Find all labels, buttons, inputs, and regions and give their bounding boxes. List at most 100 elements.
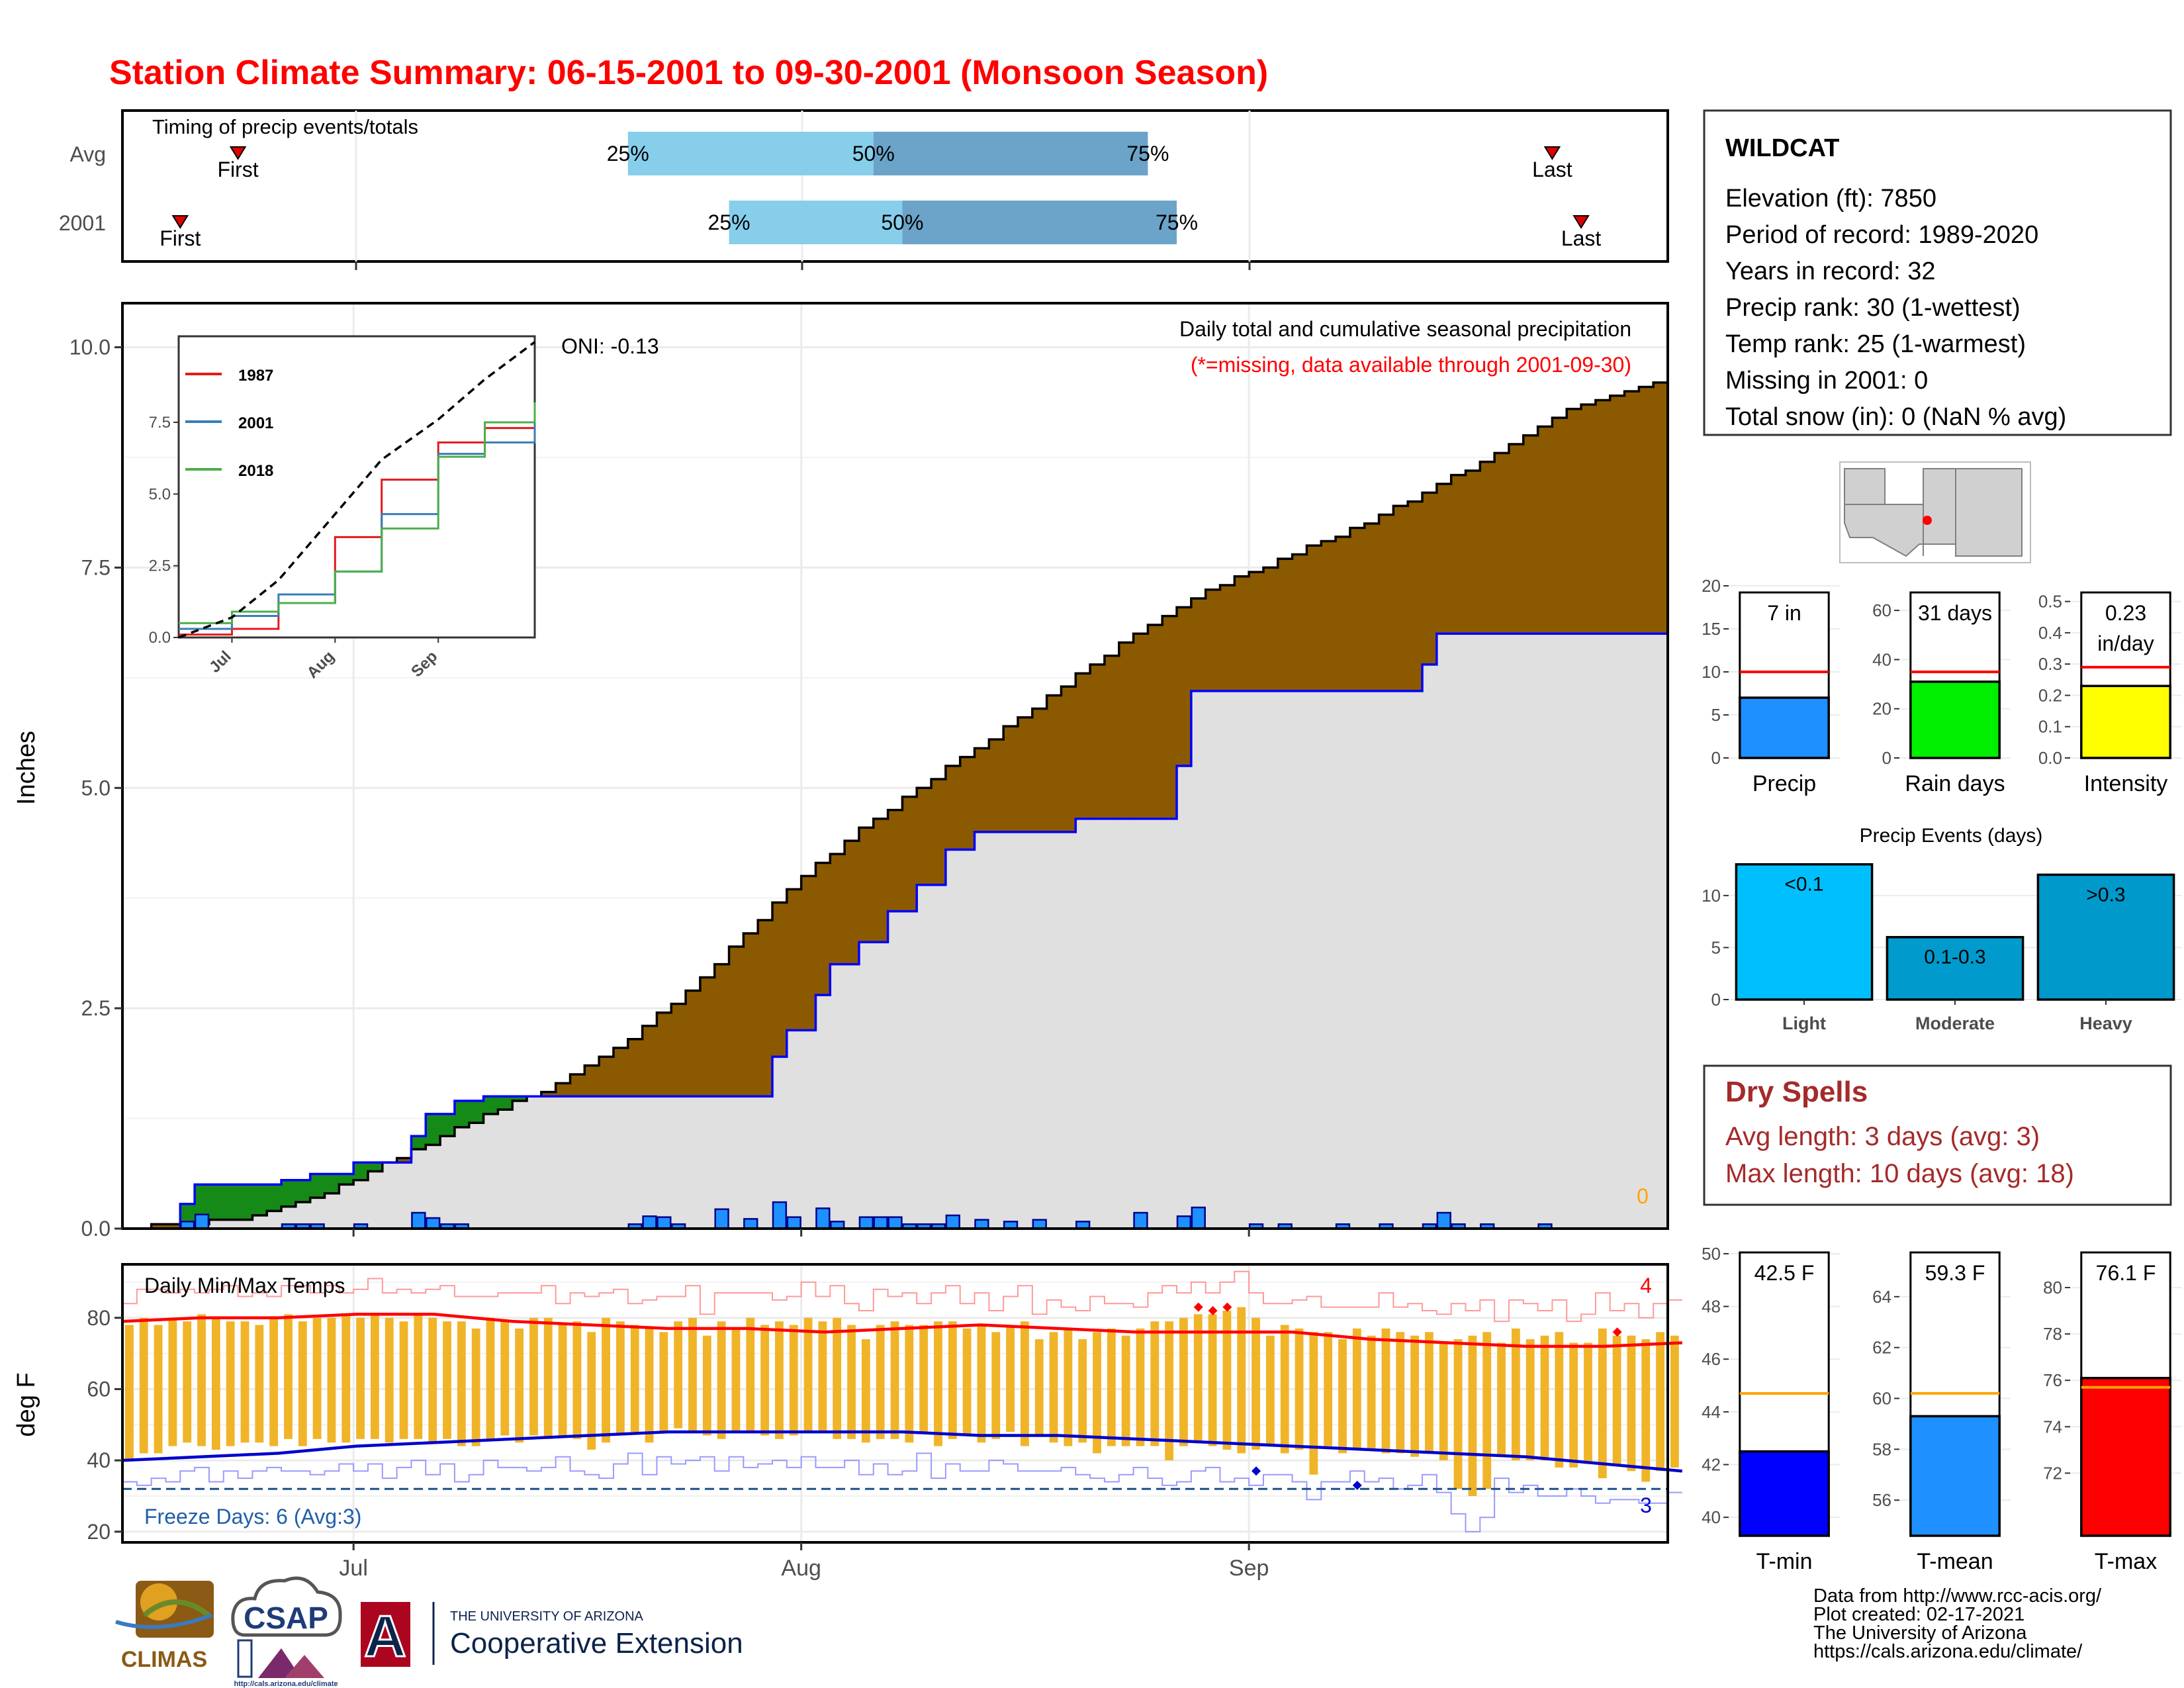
- deficit-area: [1465, 470, 1480, 634]
- mini-rain-days-ytick-label: 40: [1872, 649, 1891, 669]
- daily-temp-range-bar: [269, 1317, 279, 1446]
- surplus-area: [411, 1136, 426, 1150]
- csap-logo-url: http://cals.arizona.edu/climate: [234, 1680, 338, 1688]
- timing-label-50pct-2001: 50%: [881, 211, 923, 234]
- surplus-area: [208, 1184, 224, 1220]
- daily-temp-range-bar: [312, 1317, 322, 1439]
- daily-precip-bar: [411, 1211, 426, 1230]
- ua-logo-letter: A: [364, 1603, 406, 1669]
- daily-precip-bar: [426, 1217, 441, 1230]
- temp-title: Daily Min/Max Temps: [144, 1274, 345, 1297]
- deficit-area: [1017, 717, 1033, 832]
- daily-temp-range-bar: [284, 1314, 293, 1439]
- mini-rain-days-value-bar: [1909, 680, 2001, 759]
- timing-rows: 25% 50% 75% First Last 25% 50% 75% First Last: [159, 132, 1601, 250]
- deficit-area: [830, 854, 845, 964]
- mini-intensity-ytick-label: 0.1: [2038, 717, 2062, 737]
- daily-temp-range-bar: [1078, 1339, 1087, 1443]
- daily-temp-range-bar: [1309, 1332, 1318, 1475]
- deficit-area: [772, 902, 788, 1057]
- surplus-area: [281, 1180, 296, 1207]
- deficit-area: [1422, 492, 1437, 665]
- timing-label-first-avg: First: [217, 158, 258, 181]
- deficit-area: [1537, 426, 1553, 634]
- precip-events-title: Precip Events (days): [1860, 825, 2043, 847]
- deficit-area: [555, 1083, 571, 1097]
- temp-ytick-label: 60: [87, 1377, 111, 1401]
- average-cumulative-line: [122, 381, 1668, 1230]
- csap-logo: CSAP http://cals.arizona.edu/climate: [231, 1576, 342, 1688]
- temp-xtick-label: Sep: [1229, 1556, 1269, 1581]
- surplus-area: [180, 1203, 195, 1225]
- daily-temp-range-bar: [154, 1325, 163, 1454]
- surplus-area: [267, 1184, 282, 1211]
- deficit-area: [945, 766, 961, 850]
- daily-temp-range-bar: [500, 1321, 510, 1436]
- surplus-area: [483, 1096, 498, 1114]
- timing-panel: Timing of precip events/totals Avg 2001 …: [59, 109, 1669, 270]
- tmean-value-bar: [1909, 1415, 2001, 1537]
- tmin-category-label: T-min: [1756, 1549, 1813, 1574]
- daily-temp-range-bar: [1324, 1332, 1333, 1446]
- temp-xtick-label: Aug: [781, 1556, 821, 1581]
- hot-day-count: 4: [1640, 1274, 1652, 1297]
- deficit-area: [801, 876, 817, 1031]
- mini-rain-days-ytick-label: 20: [1872, 699, 1891, 719]
- precip-ytick-label: 0.0: [81, 1217, 111, 1241]
- daily-temp-range-bar: [1237, 1307, 1246, 1454]
- daily-temp-range-bar: [1352, 1328, 1361, 1450]
- climas-logo: CLIMAS: [115, 1581, 214, 1672]
- surplus-area: [454, 1100, 470, 1127]
- precip-panel: 0.0 2.5 5.0 7.5 10.0 Inches Daily total and …: [13, 302, 1669, 1241]
- record-high-marker: [1208, 1306, 1218, 1315]
- daily-temp-range-bar: [1598, 1328, 1607, 1479]
- deficit-area: [815, 863, 831, 996]
- daily-precip-bar: [815, 1207, 831, 1230]
- precip-ytick-label: 7.5: [81, 555, 111, 579]
- daily-temp-range-bar: [1107, 1328, 1116, 1446]
- daily-precip-bar: [858, 1216, 874, 1230]
- inset-ytick-label: 0.0: [149, 629, 171, 647]
- deficit-area: [1277, 559, 1293, 691]
- daily-temp-range-bar: [486, 1317, 495, 1439]
- mini-precip-ytick-label: 0: [1711, 748, 1721, 768]
- daily-precip-bar: [1191, 1206, 1206, 1230]
- timing-marker-last-2001: [1572, 215, 1590, 229]
- deficit-area: [1191, 598, 1206, 691]
- daily-temp-range-bar: [139, 1317, 148, 1454]
- deficit-area: [1133, 633, 1148, 819]
- tmax-ytick-label: 80: [2043, 1278, 2062, 1297]
- temp-axes: 20 40 60 80 Jul Aug Sep: [87, 1306, 1269, 1581]
- events-ytick-label: 0: [1711, 990, 1721, 1009]
- deficit-area: [1075, 673, 1091, 819]
- average-max-temp-line: [122, 1313, 1682, 1348]
- timing-marker-first-avg: [229, 146, 247, 160]
- footer-university: The University of Arizona: [1813, 1622, 2027, 1644]
- deficit-area: [887, 810, 903, 912]
- deficit-area: [700, 977, 715, 1097]
- daily-temp-range-bar: [414, 1314, 423, 1439]
- daily-temp-range-bar: [1020, 1321, 1029, 1446]
- csap-logo-text: CSAP: [244, 1601, 328, 1635]
- mini-rain-days-label-box: [1909, 591, 2001, 683]
- deficit-area: [599, 1056, 614, 1097]
- daily-temp-range-bar: [1540, 1335, 1549, 1461]
- daily-temp-range-bar: [457, 1321, 466, 1446]
- daily-temp-range-bar: [385, 1317, 394, 1443]
- record-high-marker: [1193, 1302, 1203, 1312]
- daily-temp-range-bar: [341, 1314, 351, 1443]
- events-bar-label: <0.1: [1784, 874, 1823, 896]
- temp-panel-frame: [121, 1263, 1669, 1544]
- temp-summary-charts: 40 42 44 46 48 50 42.5 F T-min 56 58 60 62 64 59.3 F T…: [1702, 1244, 2181, 1574]
- mini-rain-days-category-label: Rain days: [1905, 771, 2005, 796]
- daily-temp-range-bar: [746, 1317, 755, 1432]
- dry-spells-avg: Avg length: 3 days (avg: 3): [1725, 1122, 2040, 1151]
- tmax-ytick-label: 76: [2043, 1370, 2062, 1390]
- deficit-area: [1364, 523, 1380, 691]
- timing-label-25pct-avg: 25%: [607, 142, 649, 165]
- record-high-marker: [1222, 1302, 1232, 1312]
- deficit-area: [1451, 475, 1467, 634]
- daily-temp-range-bar: [847, 1325, 856, 1439]
- precip-y-axis: 0.0 2.5 5.0 7.5 10.0: [69, 336, 1250, 1241]
